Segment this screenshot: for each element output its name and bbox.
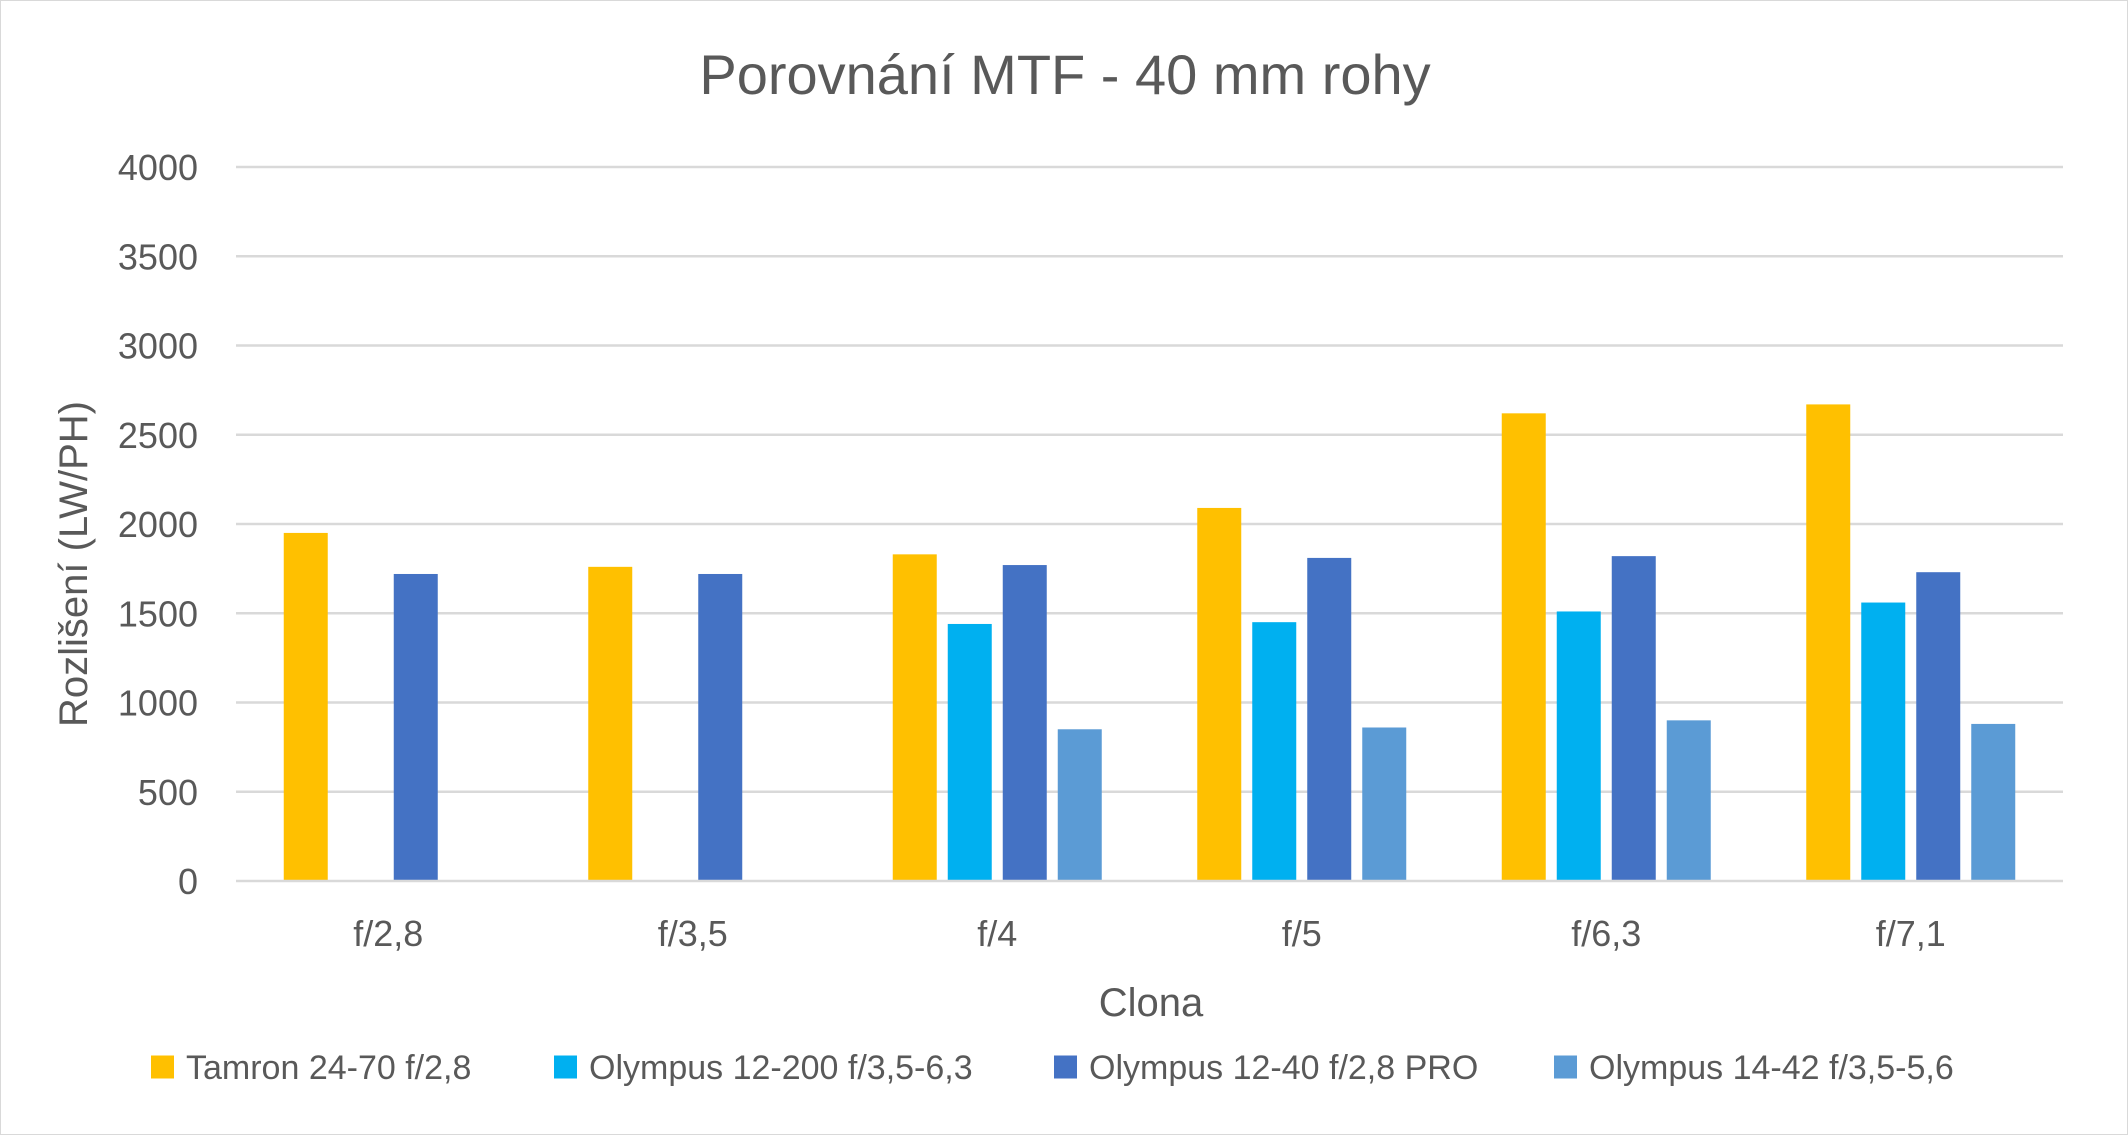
x-tick-label: f/4 [977, 913, 1017, 954]
bar-1-2 [698, 573, 743, 881]
bar-2-1 [947, 623, 992, 881]
y-tick-label: 500 [138, 772, 198, 813]
bar-4-0 [1501, 413, 1546, 881]
bar-4-2 [1611, 556, 1656, 881]
bar-3-3 [1362, 727, 1407, 881]
x-tick-label: f/5 [1282, 913, 1322, 954]
y-tick-label: 1500 [118, 593, 198, 634]
bar-3-0 [1197, 507, 1242, 881]
bar-5-2 [1916, 572, 1961, 881]
legend-item: Olympus 12-40 f/2,8 PRO [1054, 1049, 1478, 1087]
bar-4-1 [1556, 611, 1601, 881]
y-tick-label: 2000 [118, 504, 198, 545]
legend-swatch [554, 1055, 577, 1079]
x-axis-title: Clona [1099, 981, 1204, 1025]
y-tick-label: 1000 [118, 683, 198, 724]
y-tick-label: 2500 [118, 415, 198, 456]
bar-3-2 [1307, 557, 1352, 881]
legend-label: Olympus 12-40 f/2,8 PRO [1089, 1049, 1478, 1087]
legend-swatch [151, 1055, 174, 1079]
bar-5-3 [1971, 723, 2016, 881]
x-tick-label: f/6,3 [1571, 913, 1641, 954]
bar-2-0 [892, 554, 937, 881]
bar-5-0 [1806, 404, 1851, 881]
x-tick-label: f/2,8 [353, 913, 423, 954]
bar-0-0 [283, 532, 328, 881]
y-tick-label: 0 [178, 861, 198, 902]
x-tick-label: f/7,1 [1876, 913, 1946, 954]
y-tick-label: 3000 [118, 326, 198, 367]
legend-item: Olympus 14-42 f/3,5-5,6 [1554, 1049, 1954, 1087]
gridlines [236, 165, 2063, 793]
bar-2-3 [1057, 729, 1102, 881]
legend-swatch [1554, 1055, 1577, 1079]
bar-4-3 [1666, 720, 1711, 881]
legend-label: Olympus 14-42 f/3,5-5,6 [1589, 1049, 1954, 1087]
bar-3-1 [1252, 622, 1297, 881]
legend-item: Tamron 24-70 f/2,8 [151, 1049, 471, 1087]
bar-1-0 [588, 566, 633, 881]
x-axis-ticks: f/2,8 f/3,5 f/4 f/5 f/6,3 f/7,1 [353, 913, 1946, 954]
legend-swatch [1054, 1055, 1077, 1079]
legend-item: Olympus 12-200 f/3,5-6,3 [554, 1049, 973, 1087]
y-tick-label: 4000 [118, 147, 198, 188]
bars [283, 404, 2016, 881]
legend: Tamron 24-70 f/2,8 Olympus 12-200 f/3,5-6… [151, 1049, 1954, 1087]
legend-label: Olympus 12-200 f/3,5-6,3 [589, 1049, 973, 1087]
x-tick-label: f/3,5 [658, 913, 728, 954]
legend-label: Tamron 24-70 f/2,8 [186, 1049, 471, 1087]
y-tick-label: 3500 [118, 236, 198, 277]
chart-title: Porovnání MTF - 40 mm rohy [699, 43, 1430, 106]
bar-0-2 [393, 573, 438, 881]
y-axis-title: Rozlišení (LW/PH) [52, 401, 96, 727]
bar-5-1 [1861, 602, 1906, 881]
y-axis-ticks: 0 500 1000 1500 2000 2500 3000 3500 4000 [118, 147, 198, 902]
bar-2-2 [1002, 565, 1047, 881]
